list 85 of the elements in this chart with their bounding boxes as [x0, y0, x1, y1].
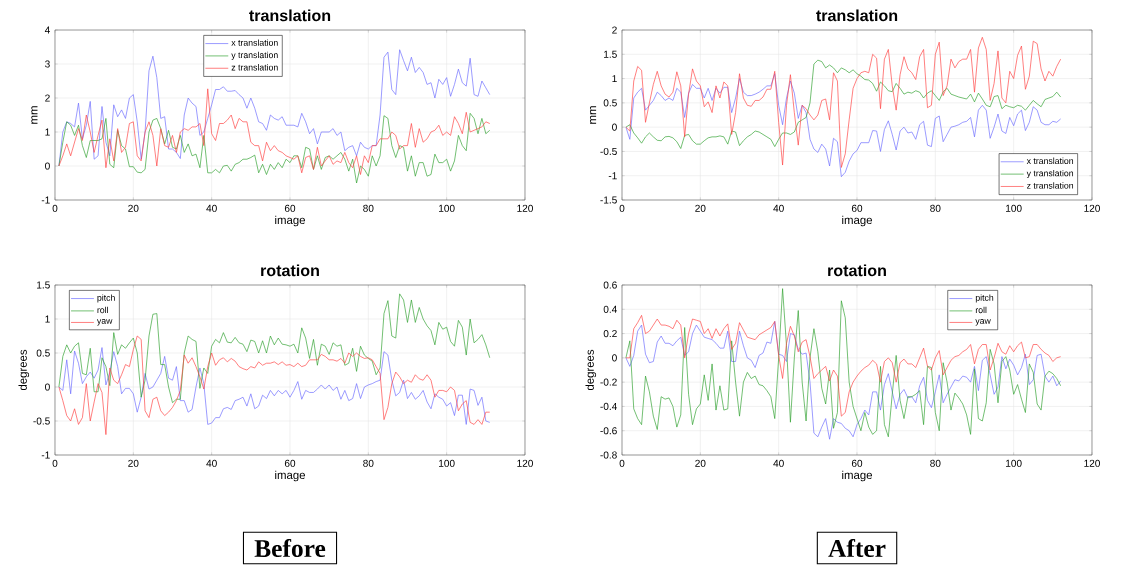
x-tick-label: 0	[619, 204, 625, 212]
y-tick-label: 0.4	[603, 305, 617, 313]
y-tick-label: 1	[45, 128, 50, 136]
y-tick-label: 2	[45, 94, 50, 102]
y-tick-label: 2	[612, 26, 617, 34]
x-tick-label: 100	[1006, 204, 1022, 212]
y-axis-title: degrees	[18, 349, 30, 391]
line-series	[58, 293, 491, 403]
x-tick-label: 80	[930, 204, 941, 212]
y-tick-label: 1.5	[604, 50, 617, 58]
line-series	[625, 321, 1061, 440]
y-tick-label: -0.6	[600, 427, 617, 435]
y-tick-label: 0.5	[36, 349, 50, 357]
x-tick-label: 100	[1006, 459, 1022, 467]
chart-title: translation	[249, 9, 331, 22]
y-tick-label: 1	[612, 75, 617, 83]
x-tick-label: 40	[773, 204, 784, 212]
x-tick-label: 0	[52, 459, 58, 467]
text: After	[828, 538, 886, 558]
y-tick-label: -0.8	[600, 451, 617, 459]
y-tick-label: -1	[41, 196, 50, 204]
x-tick-label: 20	[695, 204, 706, 212]
y-tick-label: -1.5	[600, 196, 617, 204]
x-tick-label: 60	[851, 204, 863, 212]
x-tick-label: 80	[930, 459, 941, 467]
y-tick-label: 3	[45, 60, 50, 68]
chart-title: rotation	[261, 264, 319, 277]
x-axis-title: image	[842, 215, 872, 227]
text: Before	[254, 538, 326, 558]
legend-label: y translation	[231, 51, 278, 60]
x-tick-label: 0	[52, 204, 58, 212]
y-axis-title: degrees	[585, 349, 597, 391]
x-tick-label: 40	[773, 459, 784, 467]
x-tick-label: 120	[517, 459, 533, 467]
legend-label: pitch	[97, 294, 115, 303]
y-axis-title: mm	[31, 106, 38, 124]
legend-label: z translation	[231, 64, 278, 71]
legend-label: z translation	[1027, 182, 1074, 189]
x-tick-label: 120	[517, 204, 533, 212]
y-tick-label: -0.4	[600, 402, 617, 410]
y-tick-label: 0	[45, 162, 50, 170]
legend-label: roll	[975, 306, 987, 314]
x-tick-label: 100	[439, 459, 455, 467]
x-tick-label: 80	[363, 204, 374, 212]
x-axis-title: image	[842, 470, 872, 482]
x-tick-label: 60	[284, 459, 296, 467]
y-tick-label: 0.6	[603, 281, 617, 289]
x-tick-label: 60	[851, 459, 863, 467]
y-tick-label: 1	[45, 315, 50, 323]
y-tick-label: 0.5	[603, 99, 617, 107]
y-tick-label: -1	[41, 451, 50, 459]
y-tick-label: 4	[44, 26, 50, 34]
line-series	[58, 347, 491, 425]
x-tick-label: 120	[1084, 204, 1100, 212]
y-tick-label: 0	[45, 383, 50, 391]
legend-label: x translation	[231, 39, 278, 46]
legend-label: yaw	[96, 319, 113, 326]
chart-title: rotation	[828, 264, 886, 277]
y-axis-title: mm	[589, 106, 597, 124]
x-tick-label: 20	[128, 204, 139, 212]
y-tick-label: 0	[612, 354, 617, 362]
y-tick-label: -0.5	[33, 417, 50, 425]
legend-label: x translation	[1026, 157, 1074, 165]
x-tick-label: 40	[206, 204, 217, 212]
legend-label: roll	[97, 306, 108, 314]
y-tick-label: -0.2	[600, 378, 617, 386]
x-tick-label: 60	[284, 204, 296, 212]
x-tick-label: 80	[363, 459, 374, 467]
y-tick-label: 0	[612, 123, 617, 131]
x-axis-title: image	[275, 470, 305, 482]
x-tick-label: 20	[695, 459, 706, 467]
x-tick-label: 40	[206, 459, 217, 467]
y-tick-label: -1	[608, 172, 617, 180]
x-tick-label: 20	[128, 459, 139, 467]
x-tick-label: 0	[619, 459, 625, 467]
x-tick-label: 120	[1084, 459, 1100, 467]
chart-title: translation	[816, 9, 898, 22]
x-axis-title: image	[275, 215, 305, 227]
legend-label: pitch	[975, 294, 994, 303]
legend-label: y translation	[1026, 169, 1074, 179]
x-tick-label: 100	[439, 204, 455, 212]
y-tick-label: -0.5	[600, 147, 617, 156]
legend-label: yaw	[975, 319, 991, 326]
y-tick-label: 1.5	[37, 281, 50, 289]
y-tick-label: 0.2	[603, 330, 617, 338]
